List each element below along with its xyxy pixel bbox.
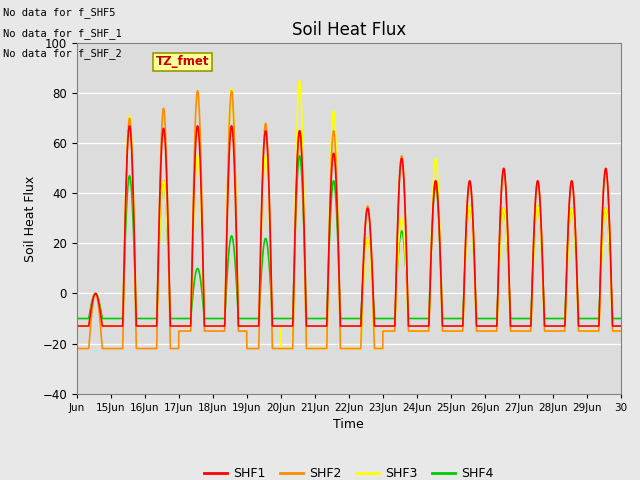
SHF4 xyxy=(543,316,551,322)
SHF2 xyxy=(73,346,81,351)
SHF4 xyxy=(513,316,520,322)
SHF2 xyxy=(381,328,389,334)
SHF2 xyxy=(543,328,551,334)
Text: TZ_fmet: TZ_fmet xyxy=(156,56,209,69)
SHF1 xyxy=(609,323,617,329)
Legend: SHF1, SHF2, SHF3, SHF4: SHF1, SHF2, SHF3, SHF4 xyxy=(199,462,499,480)
SHF3 xyxy=(277,346,285,351)
SHF1 xyxy=(125,123,133,129)
Line: SHF1: SHF1 xyxy=(77,126,621,326)
SHF4 xyxy=(617,316,625,322)
Text: No data for f_SHF5: No data for f_SHF5 xyxy=(3,7,116,18)
Line: SHF3: SHF3 xyxy=(77,81,621,348)
SHF1 xyxy=(543,323,551,329)
SHF2 xyxy=(194,88,202,94)
SHF3 xyxy=(610,328,618,334)
Text: No data for f_SHF_2: No data for f_SHF_2 xyxy=(3,48,122,60)
SHF1 xyxy=(381,323,389,329)
Title: Soil Heat Flux: Soil Heat Flux xyxy=(292,21,406,39)
SHF2 xyxy=(513,328,520,334)
SHF1 xyxy=(513,323,520,329)
SHF3 xyxy=(296,78,303,84)
X-axis label: Time: Time xyxy=(333,418,364,431)
SHF2 xyxy=(245,346,253,351)
SHF4 xyxy=(381,316,389,322)
Line: SHF4: SHF4 xyxy=(77,156,621,319)
SHF4 xyxy=(127,183,135,189)
Text: No data for f_SHF_1: No data for f_SHF_1 xyxy=(3,28,122,39)
SHF3 xyxy=(73,323,81,329)
SHF4 xyxy=(244,316,252,322)
Y-axis label: Soil Heat Flux: Soil Heat Flux xyxy=(24,175,36,262)
Line: SHF2: SHF2 xyxy=(77,91,621,348)
SHF2 xyxy=(617,328,625,334)
SHF3 xyxy=(244,323,252,329)
SHF4 xyxy=(609,316,617,322)
SHF1 xyxy=(617,323,625,329)
SHF1 xyxy=(127,141,135,146)
SHF3 xyxy=(513,328,521,334)
SHF3 xyxy=(544,328,552,334)
SHF3 xyxy=(127,127,135,133)
SHF1 xyxy=(73,323,81,329)
SHF3 xyxy=(382,328,390,334)
SHF2 xyxy=(609,328,617,334)
SHF3 xyxy=(617,328,625,334)
SHF4 xyxy=(296,153,303,159)
SHF4 xyxy=(73,316,81,322)
SHF1 xyxy=(245,323,253,329)
SHF2 xyxy=(127,131,135,137)
